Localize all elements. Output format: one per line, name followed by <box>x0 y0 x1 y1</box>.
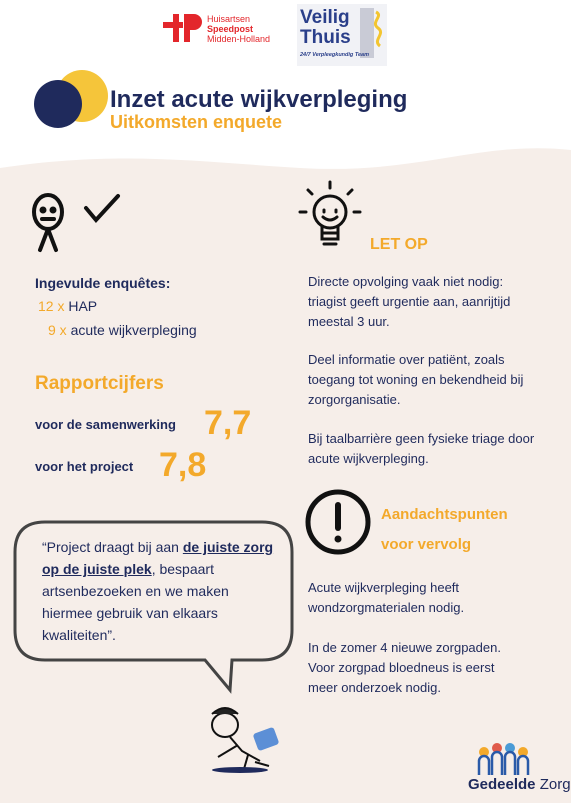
hap-logo-icon <box>163 14 202 42</box>
survey-label: acute wijkverpleging <box>70 322 197 338</box>
grade-label: voor de samenwerking <box>35 417 176 432</box>
lightbulb <box>298 180 362 246</box>
page-subtitle: Uitkomsten enquete <box>110 112 283 132</box>
let-op-paragraph: Bij taalbarrière geen fysieke triage doo… <box>308 431 535 466</box>
survey-label: HAP <box>68 298 98 314</box>
grades-heading: Rapportcijfers <box>35 373 164 394</box>
brand-part: Gedeelde <box>468 776 536 793</box>
attention-heading-line: Aandachtspunten <box>381 506 508 523</box>
nurse-cartoon <box>211 707 270 773</box>
survey-item: 9 x acute wijkverpleging <box>48 322 197 338</box>
veilig-thuis-text: Veilig Thuis <box>300 8 351 48</box>
attention-paragraph: Acute wijkverpleging heeft wondzorgmater… <box>308 580 465 615</box>
veilig-thuis-line: Thuis <box>300 27 351 48</box>
quote: “Project draagt bij aan de juiste zorg o… <box>42 536 277 646</box>
veilig-thuis-tagline: 24/7 Verpleegkundig Team <box>300 52 369 58</box>
survey-item: 12 x HAP <box>38 298 97 314</box>
grade-value: 7,8 <box>159 446 207 484</box>
exclamation-icon <box>305 489 371 555</box>
page-title: Inzet acute wijkverpleging <box>110 86 408 113</box>
grade-label: voor het project <box>35 459 134 474</box>
quote-emphasis: de juiste zorg op de juiste plek <box>42 539 274 577</box>
survey-heading: Ingevulde enquêtes: <box>35 275 171 291</box>
header-wave <box>0 0 571 169</box>
veilig-thuis-line: Veilig <box>300 7 350 28</box>
hap-logo-text: Huisartsen Speedpost Midden-Holland <box>207 14 270 44</box>
gedeelde-zorg-logo <box>477 743 530 775</box>
title-blob-navy <box>34 80 82 128</box>
grade-value: 7,7 <box>204 404 252 442</box>
speech-bubble <box>13 520 294 694</box>
checkmark <box>84 194 120 224</box>
hap-logo-line: Speedpost <box>207 24 254 34</box>
stick-figure <box>32 193 64 252</box>
logo-building <box>360 8 374 58</box>
attention-paragraph: In de zomer 4 nieuwe zorgpaden. Voor zor… <box>308 640 501 695</box>
let-op-heading: LET OP <box>370 236 428 253</box>
survey-count: 9 x <box>48 322 67 338</box>
quote-text: “Project draagt bij aan <box>42 539 183 555</box>
let-op-paragraph: Directe opvolging vaak niet nodig: triag… <box>308 274 511 329</box>
hap-logo-line: Huisartsen <box>207 14 251 24</box>
footer-brand: Gedeelde Zorg <box>468 776 571 793</box>
first-aid-bag <box>253 727 279 751</box>
quote-text: , bespaart artsenbezoeken en we maken hi… <box>42 561 229 643</box>
hap-logo-line: Midden-Holland <box>207 34 271 44</box>
attention-heading: Aandachtspunten voor vervolg <box>381 500 508 560</box>
attention-heading-line: voor vervolg <box>381 536 472 553</box>
let-op-paragraph: Deel informatie over patiënt, zoals toeg… <box>308 352 524 407</box>
brand-part: Zorg <box>539 776 571 793</box>
survey-count: 12 x <box>38 298 65 314</box>
logo-swirl <box>373 10 383 48</box>
